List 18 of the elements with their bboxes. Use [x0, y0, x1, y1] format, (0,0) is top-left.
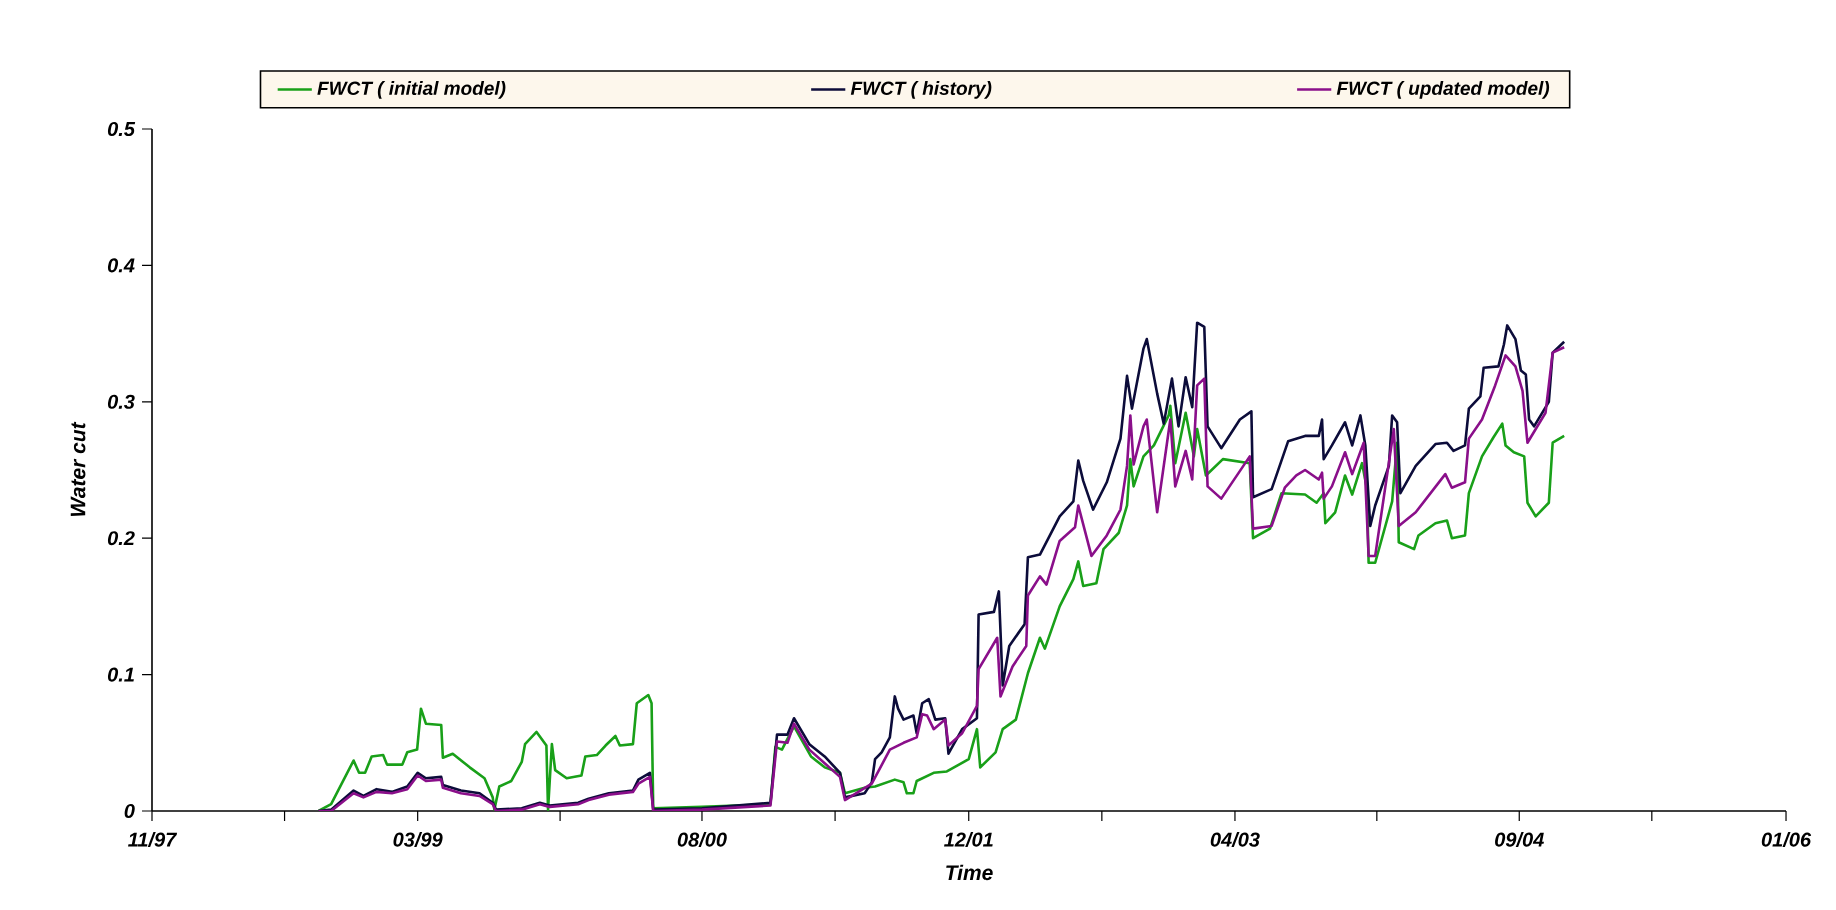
x-axis-title: Time	[946, 864, 993, 881]
legend-label: FWCT ( updated model)	[1336, 81, 1550, 99]
legend-label: FWCT ( history)	[850, 81, 992, 99]
y-tick-label: 0	[124, 803, 135, 819]
y-tick-label: 0.5	[107, 121, 136, 137]
x-tick-label: 11/97	[128, 832, 178, 847]
y-tick-label: 0.2	[107, 531, 135, 546]
y-tick-label: 0.3	[107, 394, 135, 409]
x-tick-label: 08/00	[677, 832, 727, 847]
legend-label: FWCT ( initial model)	[317, 81, 506, 99]
x-tick-label: 04/03	[1210, 832, 1260, 847]
x-tick-label: 09/04	[1495, 832, 1544, 847]
y-tick-label: 0.4	[107, 258, 135, 273]
y-axis-title: Water cut	[70, 421, 86, 517]
x-tick-label: 03/99	[393, 832, 443, 847]
x-tick-label: 01/06	[1761, 832, 1812, 847]
x-tick-label: 12/01	[944, 832, 993, 847]
y-tick-label: 0.1	[107, 667, 134, 682]
